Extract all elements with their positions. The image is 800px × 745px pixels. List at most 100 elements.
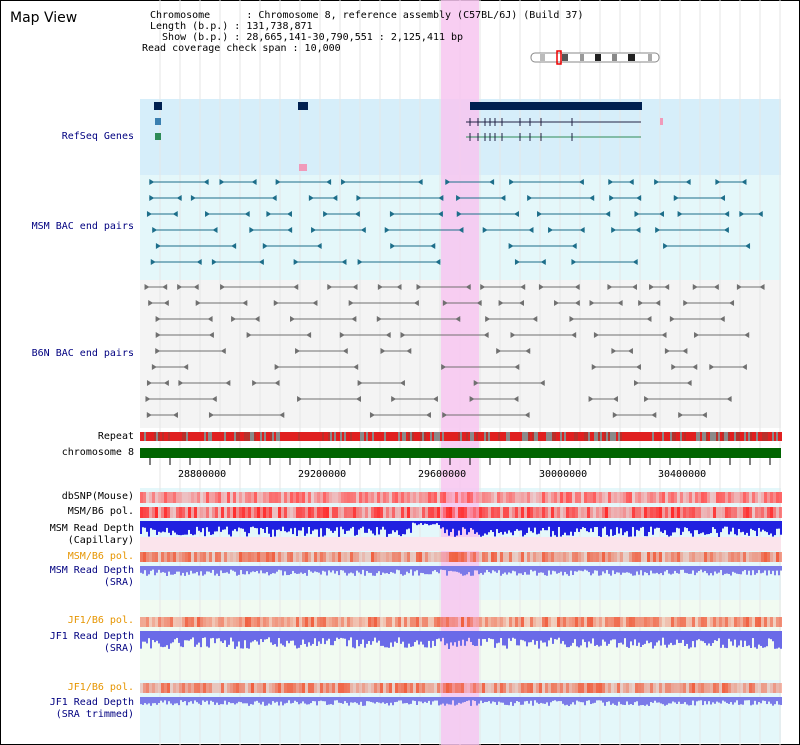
depth-bar (440, 631, 442, 642)
depth-bar (158, 697, 160, 704)
heat-cell (554, 492, 557, 503)
bac-end (231, 243, 237, 249)
depth-bar (168, 521, 170, 533)
track-label-jf1-depth-trim-1[interactable]: JF1 Read Depth (49, 697, 134, 708)
depth-bar (752, 697, 754, 705)
depth-bar (650, 566, 652, 571)
depth-bar (770, 566, 772, 575)
depth-bar (542, 697, 544, 704)
depth-bar (746, 521, 748, 533)
depth-bar (558, 697, 560, 702)
depth-bar (158, 631, 160, 644)
depth-bar (732, 566, 734, 572)
depth-bar (476, 631, 478, 646)
track-label-b6n-bac[interactable]: B6N BAC end pairs (31, 348, 134, 359)
repeat-cell (340, 432, 342, 441)
heat-cell (371, 492, 374, 503)
heat-cell (374, 617, 377, 627)
heat-cell (404, 617, 407, 627)
heat-cell (422, 492, 425, 503)
depth-bar (706, 521, 708, 535)
heat-cell (638, 507, 641, 518)
depth-bar (594, 566, 596, 571)
depth-bar (264, 566, 266, 574)
heat-cell (236, 617, 239, 627)
heat-cell (188, 552, 191, 562)
heat-cell (422, 552, 425, 562)
track-label-msm-depth-cap-1[interactable]: MSM Read Depth (49, 523, 134, 534)
heat-cell (413, 683, 416, 693)
depth-bar (574, 631, 576, 640)
heat-cell (176, 683, 179, 693)
repeat-cell (446, 432, 448, 441)
track-label-dbsnp[interactable]: dbSNP(Mouse) (61, 491, 134, 502)
heat-cell (542, 617, 545, 627)
heat-cell (236, 507, 239, 518)
heat-cell (575, 507, 578, 518)
repeat-cell (460, 432, 462, 441)
track-label-refseq[interactable]: RefSeq Genes (61, 131, 134, 142)
bac-end (400, 332, 406, 338)
heat-cell (302, 617, 305, 627)
depth-bar (490, 631, 492, 639)
depth-bar (754, 697, 756, 701)
depth-bar (560, 521, 562, 537)
heat-cell (530, 507, 533, 518)
track-label-chromosome[interactable]: chromosome 8 (61, 447, 134, 458)
bac-end (455, 316, 461, 322)
repeat-cell (400, 432, 402, 441)
heat-cell (584, 552, 587, 562)
depth-bar (484, 521, 486, 534)
depth-bar (142, 631, 144, 642)
depth-bar (258, 566, 260, 574)
heat-cell (557, 617, 560, 627)
heat-cell (602, 617, 605, 627)
track-label-msm-depth-sra-1[interactable]: MSM Read Depth (49, 565, 134, 576)
depth-bar (566, 697, 568, 705)
depth-bar (288, 521, 290, 532)
track-label-msm-b6-pol-2[interactable]: MSM/B6 pol. (67, 551, 134, 562)
depth-bar (614, 631, 616, 640)
heat-cell (593, 552, 596, 562)
heat-cell (140, 683, 143, 693)
track-label-jf1-depth-sra-1[interactable]: JF1 Read Depth (49, 631, 134, 642)
depth-bar (538, 521, 540, 534)
bac-end (669, 316, 675, 322)
depth-bar (582, 697, 584, 703)
heat-cell (167, 617, 170, 627)
heat-cell (398, 617, 401, 627)
heat-cell (512, 552, 515, 562)
heat-cell (179, 552, 182, 562)
depth-bar (514, 521, 516, 531)
heat-cell (767, 507, 770, 518)
depth-bar (258, 521, 260, 535)
depth-bar (572, 566, 574, 576)
bac-end (163, 300, 169, 306)
depth-bar (194, 521, 196, 535)
heat-cell (596, 552, 599, 562)
heat-cell (551, 507, 554, 518)
heat-cell (302, 683, 305, 693)
track-label-repeat[interactable]: Repeat (97, 431, 134, 442)
depth-bar (652, 631, 654, 649)
heat-cell (758, 507, 761, 518)
track-label-msm-b6-pol-1[interactable]: MSM/B6 pol. (67, 506, 134, 517)
heat-cell (500, 683, 503, 693)
heat-cell (743, 507, 746, 518)
depth-bar (494, 521, 496, 537)
track-label-jf1-b6-pol-1[interactable]: JF1/B6 pol. (67, 615, 134, 626)
heat-cell (410, 507, 413, 518)
track-label-msm-bac[interactable]: MSM BAC end pairs (31, 221, 134, 232)
heat-cell (371, 507, 374, 518)
heat-cell (368, 552, 371, 562)
depth-bar (444, 521, 446, 534)
heat-cell (389, 492, 392, 503)
track-label-jf1-b6-pol-2[interactable]: JF1/B6 pol. (67, 682, 134, 693)
depth-bar (576, 631, 578, 647)
heat-cell (662, 507, 665, 518)
repeat-cell (614, 432, 616, 441)
depth-bar (546, 566, 548, 576)
gene-block (154, 102, 162, 110)
depth-bar (338, 566, 340, 576)
